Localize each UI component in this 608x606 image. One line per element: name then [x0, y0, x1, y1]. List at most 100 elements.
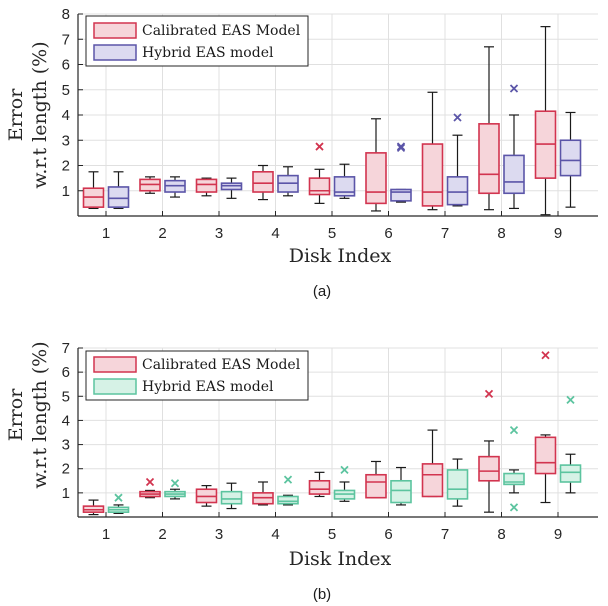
- panel-a-box-body: [107, 186, 130, 208]
- panel-b-box-hybrid: [107, 493, 130, 514]
- panel-a-outlier: [509, 84, 519, 93]
- panel-b-box-calibrated: [534, 351, 557, 504]
- panel-a-xtick-label: 1: [102, 225, 110, 242]
- panel-a-box-body: [478, 123, 500, 195]
- panel-b-xtick-label: 4: [271, 526, 279, 543]
- panel-b-ytick-label: 7: [62, 340, 70, 357]
- panel-a-box-calibrated: [365, 118, 387, 212]
- panel-a-box-body: [195, 178, 218, 193]
- panel-b-legend-swatch-calibrated: [93, 356, 137, 373]
- panel-a-legend-swatch-calibrated: [93, 22, 137, 39]
- panel-a-ytick-label: 3: [62, 132, 70, 149]
- panel-b-box-hybrid: [220, 482, 243, 510]
- panel-b-box-hybrid: [390, 466, 412, 506]
- panel-a-box-hybrid: [559, 111, 582, 208]
- panel-a-box-body: [308, 177, 331, 196]
- panel-a-box-hybrid: [164, 176, 186, 198]
- panel-a-ytick-label: 6: [62, 57, 70, 74]
- panel-a-ytick-label: 2: [62, 158, 70, 175]
- panel-a-ytick-label: 1: [62, 183, 70, 200]
- panel-a-ytick-label: 4: [62, 107, 70, 124]
- panel-a-y-ticks: 1 2 3 4 5 6 7 8: [62, 6, 83, 200]
- panel-b-box-calibrated: [365, 460, 387, 499]
- panel-a-x-ticks: 1 2 3 4 5 6 7 8 9: [102, 211, 562, 242]
- panel-b-legend: Calibrated EAS Model Hybrid EAS model: [85, 350, 309, 401]
- panel-b-box-calibrated: [195, 485, 218, 507]
- panel-b-box-hybrid: [333, 465, 356, 502]
- panel-b-box-body: [308, 479, 331, 495]
- panel-b-box-body: [503, 472, 525, 486]
- panel-a-box-body: [559, 139, 582, 177]
- panel-b-xtick-label: 9: [554, 526, 562, 543]
- panel-a-caption: (a): [313, 283, 331, 300]
- panel-b-box-hybrid: [164, 479, 186, 500]
- panel-b-legend-label-calibrated: Calibrated EAS Model: [142, 357, 301, 373]
- panel-b-ytick-label: 3: [62, 437, 70, 454]
- panel-a-xtick-label: 5: [328, 225, 336, 242]
- panel-b-caption: (b): [313, 586, 331, 603]
- panel-a-box-body: [365, 152, 387, 205]
- panel-b: 1 2 3 4 5 6 7 1 2 3 4 5 6 7 8 9 Error w.r.t length (%)…: [5, 340, 598, 603]
- panel-a-legend-label-hybrid: Hybrid EAS model: [142, 45, 274, 61]
- panel-a-box-calibrated: [478, 46, 500, 211]
- panel-b-ytick-label: 2: [62, 461, 70, 478]
- panel-b-boxes: [82, 351, 582, 516]
- panel-b-box-body: [534, 436, 557, 475]
- panel-b-box-hybrid: [503, 425, 525, 512]
- panel-a-box-hybrid: [333, 163, 356, 199]
- panel-a-legend-label-calibrated: Calibrated EAS Model: [142, 23, 301, 39]
- panel-b-box-body: [446, 469, 469, 500]
- panel-b-outlier: [509, 425, 519, 435]
- panel-a-box-hybrid: [107, 171, 130, 210]
- panel-b-axes: [77, 348, 598, 518]
- panel-a-box-calibrated: [195, 177, 218, 197]
- panel-b-box-calibrated: [421, 429, 444, 498]
- panel-a-outlier: [453, 113, 462, 122]
- panel-a: 1 2 3 4 5 6 7 8 1 2 3 4 5 6 7 8 9 Error w.r.t length (%…: [5, 6, 598, 300]
- panel-a-box-calibrated: [82, 171, 105, 210]
- panel-a-legend-swatch-hybrid: [93, 44, 137, 61]
- panel-b-xtick-label: 6: [384, 526, 392, 543]
- panel-a-ylabel-line1: Error: [5, 88, 27, 141]
- panel-a-ytick-label: 7: [62, 31, 70, 48]
- panel-b-box-hybrid: [559, 395, 582, 494]
- panel-b-outlier: [340, 465, 349, 475]
- panel-b-box-body: [365, 473, 387, 499]
- panel-b-xlabel: Disk Index: [289, 548, 392, 570]
- panel-b-box-hybrid: [446, 458, 469, 507]
- panel-b-box-body: [277, 495, 299, 505]
- panel-a-box-calibrated: [308, 142, 331, 204]
- panel-b-xtick-label: 2: [158, 526, 166, 543]
- panel-a-box-calibrated: [421, 91, 444, 211]
- panel-b-xtick-label: 3: [215, 526, 223, 543]
- panel-a-outlier: [396, 143, 406, 152]
- panel-b-box-body: [478, 455, 500, 482]
- panel-b-outlier: [509, 503, 519, 512]
- panel-a-box-hybrid: [390, 142, 412, 203]
- panel-b-box-calibrated: [252, 481, 274, 506]
- panel-a-box-body: [421, 143, 444, 207]
- panel-a-boxes: [82, 26, 582, 216]
- panel-b-outlier: [566, 395, 575, 405]
- panel-a-box-body: [446, 176, 469, 206]
- panel-a-box-hybrid: [503, 84, 525, 210]
- panel-b-outlier: [170, 479, 180, 488]
- panel-b-xtick-label: 1: [102, 526, 110, 543]
- panel-b-box-body: [220, 490, 243, 505]
- panel-a-box-hybrid: [446, 113, 469, 207]
- panel-a-xtick-label: 6: [384, 225, 392, 242]
- panel-b-ytick-label: 1: [62, 485, 70, 502]
- panel-b-outlier: [114, 493, 123, 502]
- panel-b-ytick-label: 4: [62, 412, 70, 429]
- panel-b-legend-label-hybrid: Hybrid EAS model: [142, 379, 274, 395]
- panel-b-outlier: [484, 389, 494, 399]
- panel-a-box-calibrated: [534, 26, 557, 216]
- panel-b-xtick-label: 5: [328, 526, 336, 543]
- panel-b-box-hybrid: [277, 475, 299, 506]
- panel-b-box-body: [421, 463, 444, 498]
- panel-a-xtick-label: 8: [497, 225, 505, 242]
- panel-b-ytick-label: 5: [62, 388, 70, 405]
- panel-a-ylabel-line2: w.r.t length (%): [29, 41, 51, 188]
- panel-b-outlier: [283, 475, 293, 484]
